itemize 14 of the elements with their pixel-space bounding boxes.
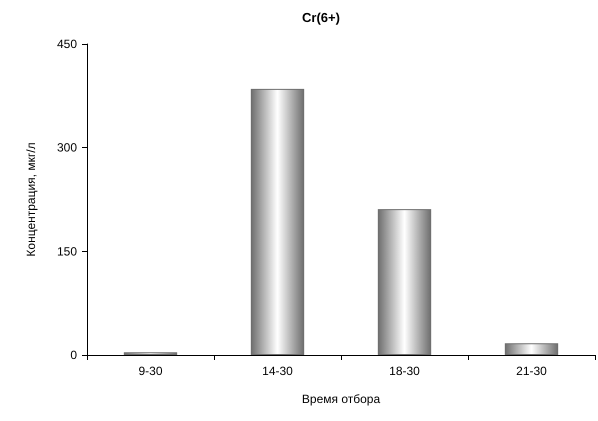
y-tick-label: 150 <box>56 244 78 258</box>
y-tick-label: 300 <box>56 140 78 155</box>
x-tick-label: 9-30 <box>138 364 163 378</box>
y-axis-title: Концентрация, мкг/л <box>24 142 38 257</box>
chart-title: Cr(6+) <box>302 10 340 25</box>
x-tick-label: 14-30 <box>262 364 294 378</box>
y-tick-label: 0 <box>70 348 78 362</box>
x-tick-label: 18-30 <box>389 364 420 378</box>
bar <box>250 88 304 355</box>
bar <box>504 343 558 355</box>
y-tick-label: 450 <box>56 37 78 51</box>
bar <box>378 209 432 355</box>
x-axis-title: Время отбора <box>302 392 380 406</box>
x-tick-label: 21-30 <box>516 364 548 378</box>
